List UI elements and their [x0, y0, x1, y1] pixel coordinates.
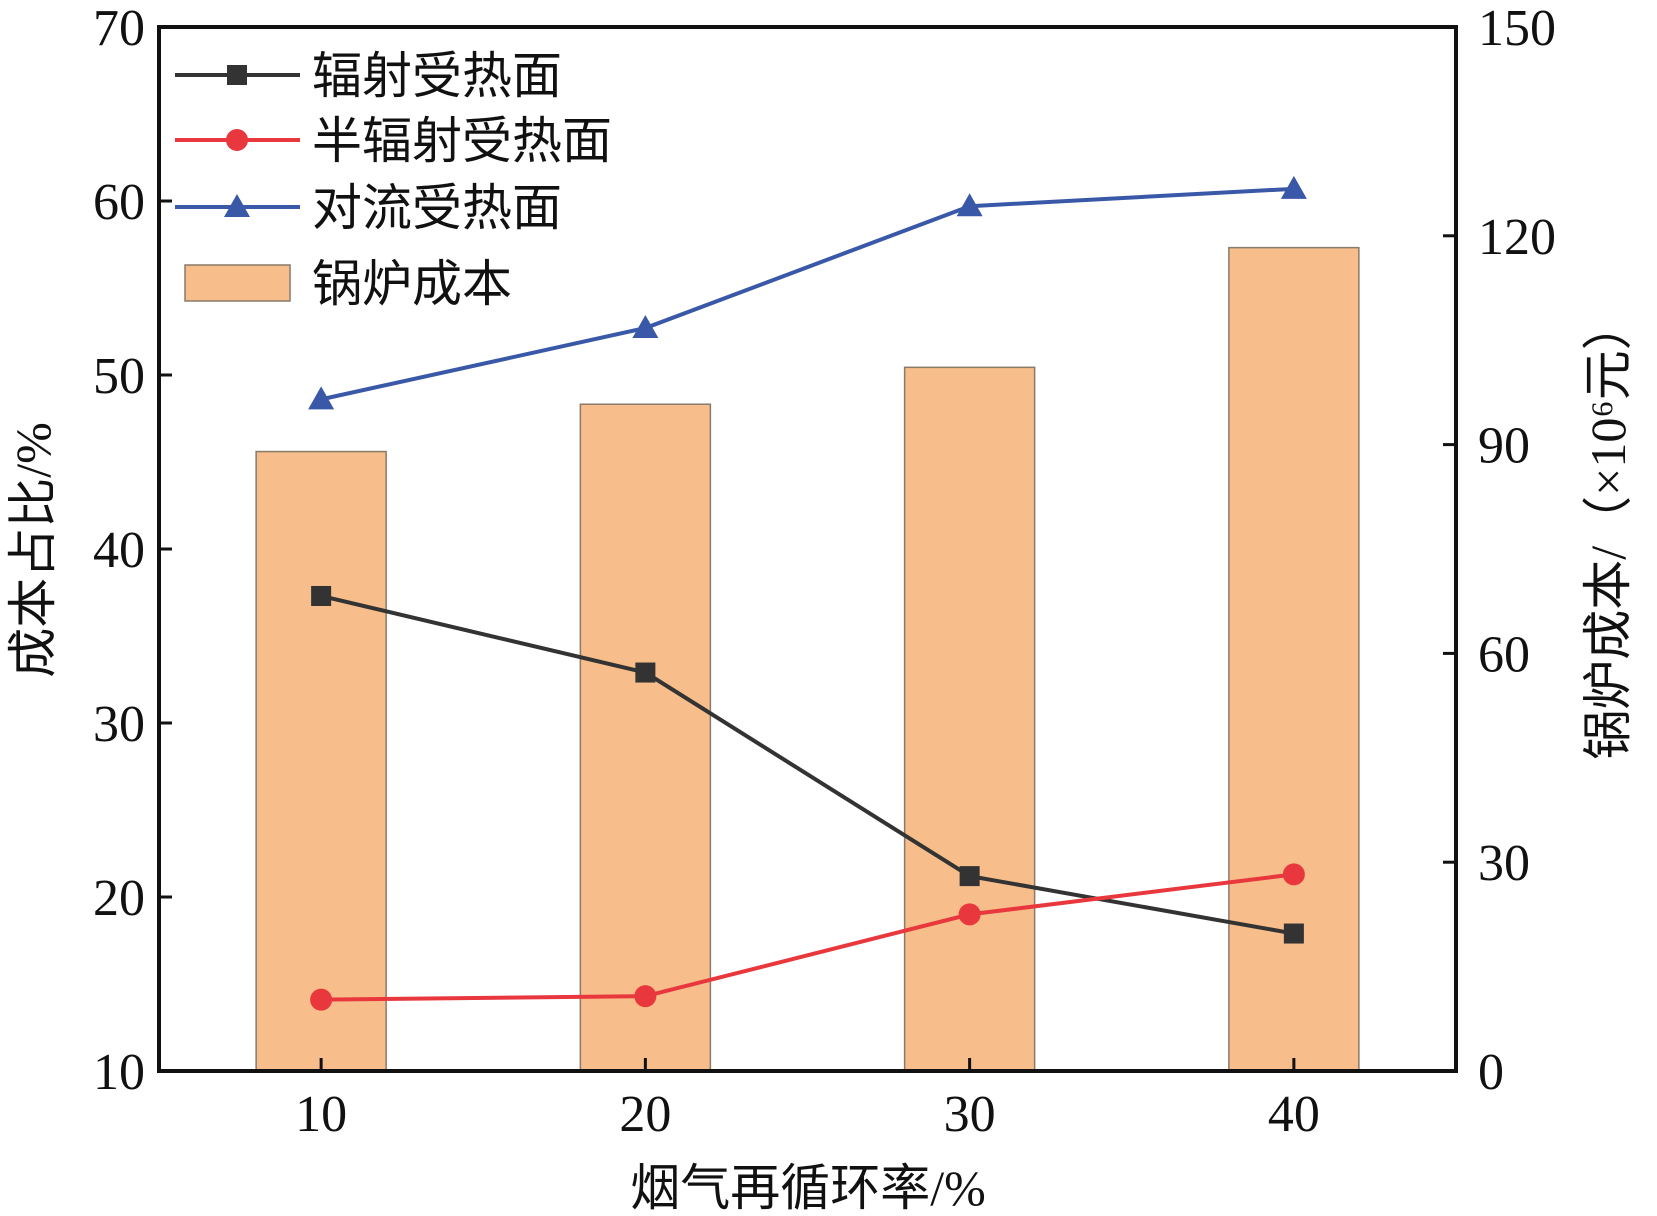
bar-20 [579, 403, 712, 1072]
y-left-tick-label: 10 [93, 1044, 145, 1101]
x-tick-label: 10 [295, 1086, 347, 1143]
point-2-20 [632, 315, 659, 339]
legend-marker [227, 65, 247, 85]
y-right-tick-label: 150 [1478, 0, 1556, 57]
y-right-tick-label: 30 [1478, 835, 1530, 892]
y-left-tick-label: 60 [93, 174, 145, 231]
point-0-40 [1283, 923, 1304, 944]
x-tick-label: 40 [1268, 1086, 1320, 1143]
y-left-tick-label: 40 [93, 522, 145, 579]
legend-label: 对流受热面 [312, 180, 562, 236]
y-left-tick-label: 20 [93, 870, 145, 927]
bar-40 [1228, 246, 1360, 1072]
point-1-10 [310, 988, 333, 1011]
series-line-1 [321, 872, 1295, 1002]
point-2-30 [956, 193, 983, 217]
y-right-tick-label: 0 [1478, 1044, 1504, 1101]
y-axis-right-label: 锅炉成本/（×10⁶元） [1580, 300, 1636, 760]
y-right-tick-label: 120 [1478, 209, 1556, 266]
x-tick-label: 20 [619, 1086, 671, 1143]
y-left-tick-label: 70 [93, 0, 145, 57]
point-0-20 [635, 662, 656, 683]
point-1-40 [1282, 863, 1305, 886]
legend-marker [224, 194, 250, 217]
legend-label: 锅炉成本 [312, 256, 512, 312]
x-tick-label: 30 [944, 1086, 996, 1143]
point-2-40 [1280, 175, 1307, 199]
bar-10 [255, 450, 387, 1072]
point-1-30 [958, 903, 981, 926]
point-0-10 [311, 585, 332, 606]
y-axis-left-label: 成本占比/% [5, 422, 61, 678]
series-line-2 [320, 186, 1294, 402]
y-left-tick-label: 30 [93, 696, 145, 753]
x-axis-label: 烟气再循环率/% [630, 1160, 986, 1216]
legend-label: 半辐射受热面 [312, 113, 612, 169]
y-right-tick-label: 90 [1478, 418, 1530, 475]
legend-swatch [184, 264, 291, 302]
y-right-tick-label: 60 [1478, 626, 1530, 683]
point-0-30 [959, 866, 980, 887]
series-line-0 [320, 594, 1295, 936]
y-left-tick-label: 50 [93, 348, 145, 405]
bar-30 [903, 366, 1036, 1072]
legend-marker [226, 129, 248, 151]
point-1-20 [634, 985, 657, 1008]
point-2-10 [308, 386, 335, 410]
legend-label: 辐射受热面 [312, 48, 562, 104]
